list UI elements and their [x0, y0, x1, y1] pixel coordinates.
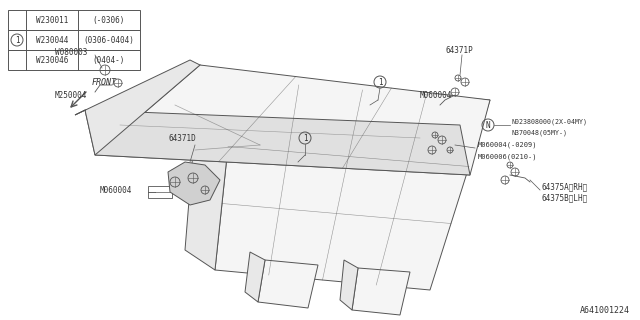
Text: M250004: M250004 [55, 91, 88, 100]
Polygon shape [95, 65, 490, 175]
Text: 1: 1 [303, 133, 307, 142]
Bar [8, 30, 140, 50]
Polygon shape [258, 260, 318, 308]
Text: 64375A〈RH〉: 64375A〈RH〉 [542, 182, 588, 191]
Polygon shape [215, 80, 490, 290]
Bar [148, 186, 172, 198]
Text: 1: 1 [378, 77, 382, 86]
Text: 64371D: 64371D [168, 133, 196, 142]
Text: (-0306): (-0306) [93, 15, 125, 25]
Text: 64375B〈LH〉: 64375B〈LH〉 [542, 194, 588, 203]
Text: M060006(0210-): M060006(0210-) [478, 154, 538, 160]
Text: M060004: M060004 [420, 91, 452, 100]
Text: (0404-): (0404-) [93, 55, 125, 65]
Text: 1: 1 [15, 36, 19, 44]
Text: W230046: W230046 [36, 55, 68, 65]
Text: (0306-0404): (0306-0404) [84, 36, 134, 44]
Text: FRONT: FRONT [92, 78, 117, 87]
Polygon shape [168, 162, 220, 205]
Text: M060004(-0209): M060004(-0209) [478, 142, 538, 148]
Bar [8, 10, 140, 30]
Text: N370048(05MY-): N370048(05MY-) [512, 130, 568, 136]
Polygon shape [245, 252, 265, 302]
Polygon shape [340, 260, 358, 310]
Text: W230011: W230011 [36, 15, 68, 25]
Bar [8, 50, 140, 70]
Text: N023808000(2X-04MY): N023808000(2X-04MY) [512, 119, 588, 125]
Text: N: N [486, 121, 490, 130]
Polygon shape [352, 268, 410, 315]
Text: A641001224: A641001224 [580, 306, 630, 315]
Polygon shape [75, 60, 200, 155]
Polygon shape [185, 65, 235, 270]
Text: M060004: M060004 [100, 186, 132, 195]
Text: 64371P: 64371P [445, 45, 473, 54]
Polygon shape [85, 110, 470, 175]
Text: W230044: W230044 [36, 36, 68, 44]
Text: W080003: W080003 [55, 47, 88, 57]
